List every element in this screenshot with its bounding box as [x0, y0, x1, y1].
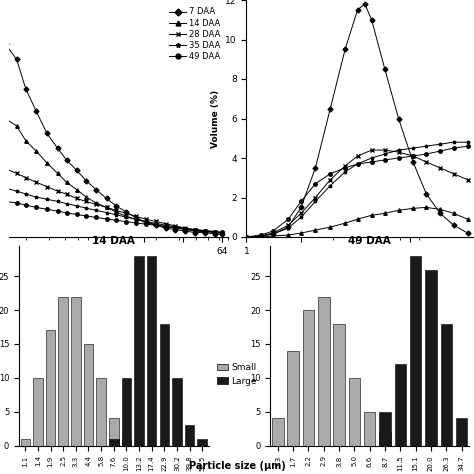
Bar	[456, 419, 467, 446]
Text: Particle size (μm): Particle size (μm)	[189, 461, 285, 471]
Bar	[394, 365, 406, 446]
Bar	[333, 324, 345, 446]
Bar	[122, 378, 131, 446]
Bar	[33, 378, 43, 446]
Bar	[364, 412, 375, 446]
Legend: 7 DAA, 14 DAA, 28 DAA, 35 DAA, 49 DAA: 7 DAA, 14 DAA, 28 DAA, 35 DAA, 49 DAA	[166, 4, 223, 64]
Bar	[410, 256, 421, 446]
Bar	[122, 439, 131, 446]
Bar	[287, 351, 299, 446]
Bar	[379, 412, 391, 446]
X-axis label: Particle Size (μm): Particle Size (μm)	[73, 261, 164, 270]
Bar	[272, 419, 283, 446]
Bar	[134, 256, 144, 446]
Bar	[96, 378, 106, 446]
Bar	[109, 439, 118, 446]
Bar	[318, 297, 329, 446]
Bar	[198, 439, 207, 446]
Bar	[109, 419, 118, 446]
Bar	[20, 439, 30, 446]
Bar	[147, 256, 156, 446]
Bar	[379, 432, 391, 446]
Bar	[71, 297, 81, 446]
X-axis label: Particle Size: Particle Size	[328, 261, 392, 270]
Bar	[172, 378, 182, 446]
Bar	[84, 344, 93, 446]
Bar	[349, 378, 360, 446]
Bar	[46, 330, 55, 446]
Title: 49 DAA: 49 DAA	[348, 236, 391, 246]
Bar	[185, 425, 194, 446]
Legend: Small, Large: Small, Large	[213, 360, 261, 389]
Bar	[440, 324, 452, 446]
Bar	[160, 324, 169, 446]
Bar	[303, 310, 314, 446]
Title: 14 DAA: 14 DAA	[92, 236, 135, 246]
Bar	[425, 270, 437, 446]
Bar	[58, 297, 68, 446]
Y-axis label: Volume (%): Volume (%)	[211, 90, 220, 147]
